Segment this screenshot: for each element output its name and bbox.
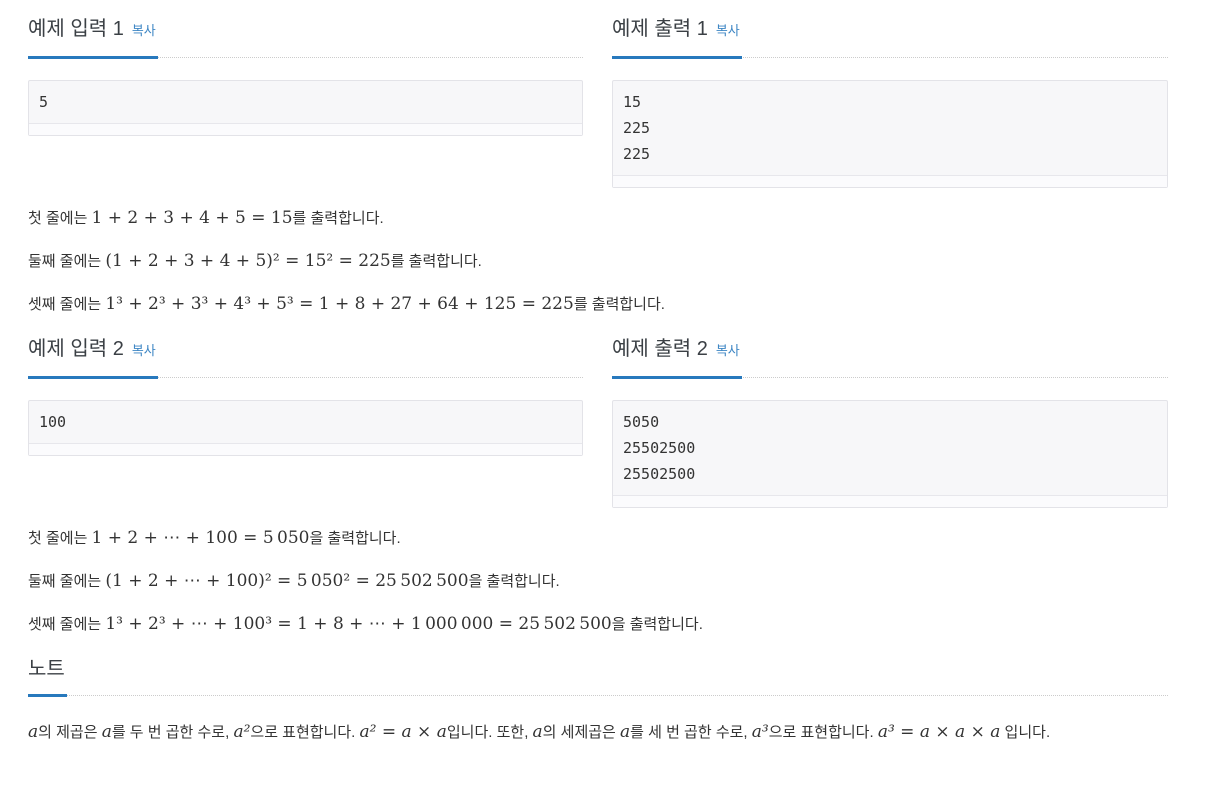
text-segment: 셋째 줄에는 — [28, 616, 106, 633]
note-heading: 노트 — [28, 655, 67, 697]
sample-output-2-headline: 예제 출력 2 복사 — [612, 335, 1168, 379]
sample-2-explanation-line-2: 둘째 줄에는 (1 + 2 + ⋯ + 100)² = 5 050² = 25 … — [28, 569, 1168, 594]
sample-1-explanations: 첫 줄에는 1 + 2 + 3 + 4 + 5 = 15를 출력합니다. 둘째 … — [28, 206, 1168, 317]
text-segment: 를 출력합니다. — [573, 296, 665, 313]
text-segment: 입니다. — [1000, 724, 1051, 741]
math-segment: 1³ + 2³ + 3³ + 4³ + 5³ = 1 + 8 + 27 + 64… — [105, 294, 574, 314]
note-paragraph: a의 제곱은 a를 두 번 곱한 수로, a²으로 표현합니다. a² = a … — [28, 720, 1168, 745]
copy-sample-input-2-button[interactable]: 복사 — [131, 343, 156, 358]
text-segment: 를 두 번 곱한 수로, — [111, 724, 234, 741]
text-segment: 의 제곱은 — [38, 724, 102, 741]
math-segment: a² — [233, 722, 251, 742]
sample-input-2-box: 100 — [28, 400, 583, 456]
text-segment: 으로 표현합니다. — [250, 724, 360, 741]
math-segment: a³ — [877, 722, 895, 742]
copy-sample-output-1-button[interactable]: 복사 — [715, 23, 740, 38]
horizontal-scrollbar-track — [29, 443, 582, 455]
math-segment: (1 + 2 + ⋯ + 100)² = 5 050² = 25 502 500 — [105, 571, 469, 591]
text-segment: 첫 줄에는 — [28, 210, 92, 227]
sample-2-explanations: 첫 줄에는 1 + 2 + ⋯ + 100 = 5 050을 출력합니다. 둘째… — [28, 526, 1168, 637]
sample-input-1-heading: 예제 입력 1 복사 — [28, 15, 158, 59]
sample-output-2-title: 예제 출력 2 — [612, 338, 708, 360]
math-segment: a — [532, 722, 543, 742]
sample-input-2-heading: 예제 입력 2 복사 — [28, 335, 158, 379]
text-segment: 을 출력합니다. — [611, 616, 703, 633]
math-segment: × — [929, 722, 956, 742]
math-segment: a — [436, 722, 447, 742]
sample-output-1-code[interactable]: 15 225 225 — [623, 93, 651, 163]
horizontal-scrollbar-track — [29, 123, 582, 135]
text-segment: 를 출력합니다. — [292, 210, 384, 227]
sample-input-2-panel: 예제 입력 2 복사 100 — [28, 335, 583, 456]
math-segment: a — [101, 722, 112, 742]
sample-input-1-title: 예제 입력 1 — [28, 18, 124, 40]
sample-output-1-box: 15 225 225 — [612, 80, 1168, 188]
sample-output-1-headline: 예제 출력 1 복사 — [612, 15, 1168, 59]
sample-2-explanation-line-1: 첫 줄에는 1 + 2 + ⋯ + 100 = 5 050을 출력합니다. — [28, 526, 1168, 551]
sample-output-1-heading: 예제 출력 1 복사 — [612, 15, 742, 59]
sample-output-2-box: 5050 25502500 25502500 — [612, 400, 1168, 508]
math-segment: a — [990, 722, 1001, 742]
note-body: a의 제곱은 a를 두 번 곱한 수로, a²으로 표현합니다. a² = a … — [28, 720, 1168, 745]
math-segment: a — [919, 722, 930, 742]
horizontal-scrollbar-track — [613, 495, 1167, 507]
sample-section-2: 예제 입력 2 복사 100 예제 출력 2 복사 5050 25502500 25… — [28, 335, 1168, 508]
text-segment: 셋째 줄에는 — [28, 296, 106, 313]
sample-input-2-title: 예제 입력 2 — [28, 338, 124, 360]
text-segment: 을 출력합니다. — [468, 573, 560, 590]
text-segment: 를 세 번 곱한 수로, — [630, 724, 752, 741]
math-segment: = — [894, 722, 920, 742]
note-title: 노트 — [28, 658, 65, 680]
sample-input-1-headline: 예제 입력 1 복사 — [28, 15, 583, 59]
text-segment: 으로 표현합니다. — [768, 724, 878, 741]
math-segment: = — [376, 722, 402, 742]
sample-input-2-headline: 예제 입력 2 복사 — [28, 335, 583, 379]
sample-1-explanation-line-1: 첫 줄에는 1 + 2 + 3 + 4 + 5 = 15를 출력합니다. — [28, 206, 1168, 231]
text-segment: 를 출력합니다. — [390, 253, 482, 270]
text-segment: 둘째 줄에는 — [28, 573, 106, 590]
sample-output-1-title: 예제 출력 1 — [612, 18, 708, 40]
sample-input-1-panel: 예제 입력 1 복사 5 — [28, 15, 583, 136]
sample-output-2-code[interactable]: 5050 25502500 25502500 — [623, 413, 696, 483]
math-segment: a³ — [751, 722, 769, 742]
math-segment: a — [28, 722, 39, 742]
note-section: 노트 a의 제곱은 a를 두 번 곱한 수로, a²으로 표현합니다. a² =… — [28, 655, 1168, 745]
copy-sample-output-2-button[interactable]: 복사 — [715, 343, 740, 358]
math-segment: 1 + 2 + 3 + 4 + 5 = 15 — [91, 208, 293, 228]
sample-2-explanation-line-3: 셋째 줄에는 1³ + 2³ + ⋯ + 100³ = 1 + 8 + ⋯ + … — [28, 612, 1168, 637]
copy-sample-input-1-button[interactable]: 복사 — [131, 23, 156, 38]
horizontal-scrollbar-track — [613, 175, 1167, 187]
sample-output-2-panel: 예제 출력 2 복사 5050 25502500 25502500 — [612, 335, 1168, 508]
text-segment: 의 세제곱은 — [542, 724, 621, 741]
math-segment: 1³ + 2³ + ⋯ + 100³ = 1 + 8 + ⋯ + 1 000 0… — [105, 614, 612, 634]
math-segment: (1 + 2 + 3 + 4 + 5)² = 15² = 225 — [105, 251, 391, 271]
text-segment: 첫 줄에는 — [28, 530, 92, 547]
note-headline: 노트 — [28, 655, 1168, 697]
math-segment: a² — [359, 722, 377, 742]
sample-input-2-code[interactable]: 100 — [39, 413, 67, 431]
math-segment: × — [411, 722, 437, 742]
math-segment: 1 + 2 + ⋯ + 100 = 5 050 — [91, 528, 310, 548]
sample-output-2-heading: 예제 출력 2 복사 — [612, 335, 742, 379]
text-segment: 입니다. 또한, — [446, 724, 533, 741]
sample-1-explanation-line-2: 둘째 줄에는 (1 + 2 + 3 + 4 + 5)² = 15² = 225를… — [28, 249, 1168, 274]
sample-input-1-code[interactable]: 5 — [39, 93, 49, 111]
sample-input-1-box: 5 — [28, 80, 583, 136]
sample-output-1-panel: 예제 출력 1 복사 15 225 225 — [612, 15, 1168, 188]
sample-section-1: 예제 입력 1 복사 5 예제 출력 1 복사 15 225 225 — [28, 15, 1168, 188]
text-segment: 을 출력합니다. — [309, 530, 401, 547]
math-segment: a — [401, 722, 412, 742]
text-segment: 둘째 줄에는 — [28, 253, 106, 270]
math-segment: a — [955, 722, 966, 742]
math-segment: a — [620, 722, 631, 742]
math-segment: × — [965, 722, 991, 742]
sample-1-explanation-line-3: 셋째 줄에는 1³ + 2³ + 3³ + 4³ + 5³ = 1 + 8 + … — [28, 292, 1168, 317]
